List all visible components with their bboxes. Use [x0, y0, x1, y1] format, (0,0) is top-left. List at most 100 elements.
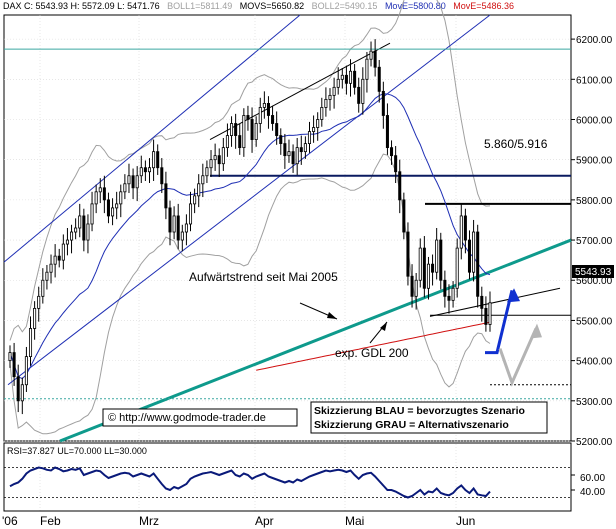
y-tick-label: 5600.00	[576, 276, 613, 287]
candle-body	[295, 147, 299, 165]
time-axis: '06 Feb Mrz Apr Mai Jun	[2, 514, 475, 528]
candle-body	[98, 187, 102, 193]
candle-body	[246, 115, 250, 120]
candle-body	[361, 78, 365, 104]
y-tick-label: 5300.00	[576, 397, 613, 408]
scenario-blue-path	[485, 289, 514, 355]
scenario-blue-arrowhead	[507, 288, 520, 303]
candle-body	[467, 239, 472, 273]
candle-body	[225, 135, 229, 149]
candle-body	[279, 135, 283, 145]
y-tick-label: 6100.00	[576, 75, 613, 86]
candle-body	[463, 215, 467, 241]
resistance-label: 5.860/5.916	[484, 137, 548, 151]
candle-body	[365, 58, 369, 80]
candle-body	[394, 155, 398, 173]
y-tick-label: 6000.00	[576, 115, 613, 126]
candle-body	[119, 191, 123, 205]
candle-body	[143, 167, 147, 173]
candle-body	[123, 183, 127, 193]
candle-body	[201, 175, 205, 185]
move-red-value: MovE=5486.36	[453, 1, 515, 11]
y-tick-label: 6200.00	[576, 35, 613, 46]
candle-body	[78, 215, 82, 229]
x-label-06: '06	[2, 514, 18, 528]
candle-body	[242, 115, 246, 149]
candle-body	[455, 247, 459, 289]
last-price-label: 5543.93	[575, 267, 612, 278]
candle-body	[74, 227, 78, 233]
candle-body	[385, 115, 389, 149]
candle-body	[357, 86, 361, 104]
moving-average-blue	[9, 93, 491, 380]
candle-body	[8, 352, 12, 362]
rsi-header: RSI=37.827 UL=70.000 LL=30.000	[7, 446, 147, 456]
candles	[8, 39, 492, 415]
candle-body	[258, 107, 262, 124]
candle-body	[414, 279, 418, 297]
y-tick-label: 5900.00	[576, 156, 613, 167]
scenario-blue-text: Skizzierung BLAU = bevorzugtes Szenario	[314, 405, 525, 417]
candle-body	[480, 295, 484, 309]
candle-body	[41, 279, 45, 297]
chart-header: DAX C: 5543.93 H: 5572.09 L: 5471.76 BOL…	[3, 1, 519, 11]
move-blue-value: MovE=5800.80	[384, 1, 446, 11]
candle-body	[70, 231, 74, 241]
candle-body	[168, 207, 172, 233]
candle-body	[451, 287, 455, 301]
candle-body	[94, 191, 98, 205]
x-label-mrz: Mrz	[139, 514, 159, 528]
candle-body	[20, 384, 24, 402]
y-tick-label: 5200.00	[576, 437, 613, 448]
gdl-label: exp. GDL 200	[335, 346, 409, 360]
y-tick-label: 5500.00	[576, 316, 613, 327]
movs-value: MOVS=5650.82	[239, 1, 305, 11]
candle-body	[90, 203, 94, 225]
ema-gdl-200	[256, 321, 491, 371]
bollinger-lower	[9, 153, 491, 435]
boll1-value: BOLL1=5811.49	[167, 1, 233, 11]
channel-lower	[7, 14, 491, 386]
candle-body	[328, 94, 332, 100]
candle-body	[291, 151, 295, 165]
candle-body	[217, 155, 221, 165]
candle-body	[390, 147, 394, 157]
candle-body	[82, 215, 86, 241]
candle-body	[152, 151, 156, 169]
price-panel-frame	[3, 14, 572, 442]
scenario-legend-box	[310, 401, 548, 434]
candle-body	[398, 171, 402, 201]
candle-body	[287, 151, 291, 157]
bollinger-upper	[9, 0, 491, 341]
boll2-value: BOLL2=5490.15	[311, 1, 378, 11]
x-label-jun: Jun	[456, 514, 475, 528]
y-tick-label: 5700.00	[576, 236, 613, 247]
candle-body	[111, 207, 115, 217]
candle-body	[37, 295, 41, 309]
candle-body	[16, 376, 20, 402]
candle-body	[197, 183, 201, 197]
candle-body	[443, 279, 447, 297]
candle-body	[262, 103, 266, 108]
candle-body	[28, 328, 33, 358]
candle-body	[431, 263, 435, 273]
candle-body	[205, 167, 209, 177]
candle-body	[353, 70, 357, 88]
candle-body	[402, 199, 406, 233]
candle-body	[344, 74, 348, 84]
candle-body	[418, 247, 422, 281]
candle-body	[283, 143, 287, 157]
rsi-tick-40: 40.00	[580, 487, 605, 498]
candle-body	[193, 195, 197, 205]
candle-body	[303, 143, 307, 153]
candle-body	[53, 255, 57, 265]
candle-body	[172, 215, 176, 233]
gdl-arrow-head	[380, 322, 387, 331]
trend-label: Aufwärtstrend seit Mai 2005	[189, 270, 338, 284]
candle-body	[86, 223, 90, 241]
channel-mid	[209, 42, 391, 141]
candle-body	[369, 50, 373, 60]
grid-lines	[4, 15, 571, 511]
candle-body	[348, 70, 353, 84]
